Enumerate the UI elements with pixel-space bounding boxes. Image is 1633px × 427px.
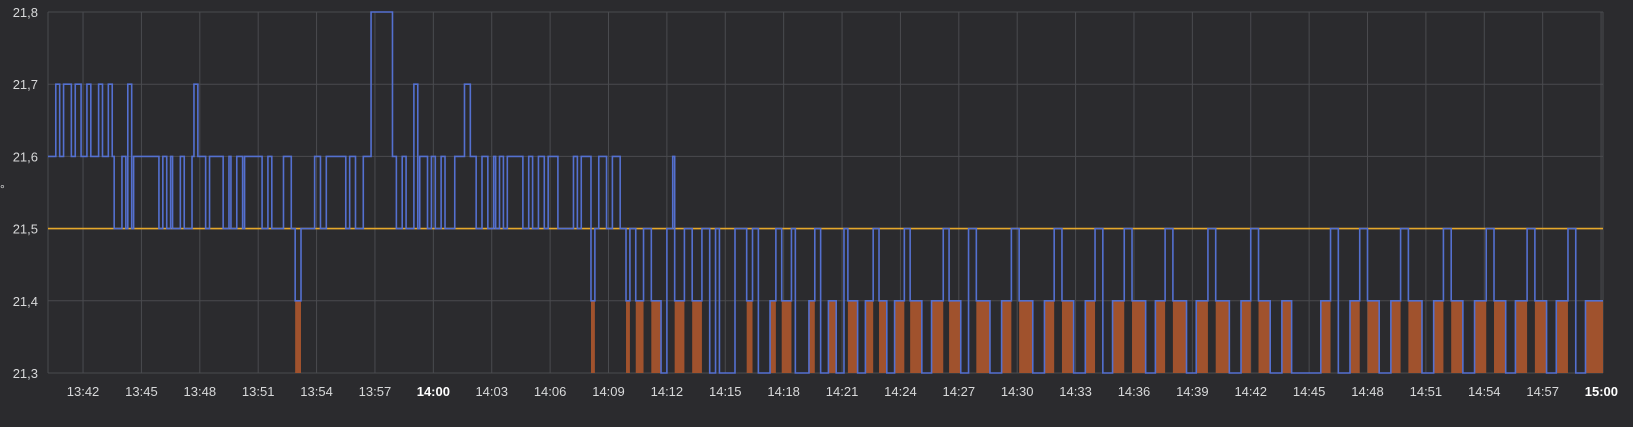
y-tick-label: 21,4 [13, 294, 38, 309]
below-threshold-area [1433, 300, 1444, 373]
y-tick-label: 21,6 [13, 149, 38, 164]
temperature-series-line [48, 11, 1603, 374]
below-threshold-fill [295, 300, 1603, 373]
below-threshold-area [295, 300, 302, 373]
below-threshold-area [626, 300, 630, 373]
below-threshold-area [1494, 300, 1506, 373]
below-threshold-area [1241, 300, 1251, 373]
below-threshold-area [1196, 300, 1208, 373]
below-threshold-area [692, 300, 702, 373]
below-threshold-area [1132, 300, 1146, 373]
x-tick-label: 13:45 [125, 384, 158, 399]
x-tick-label: 14:09 [592, 384, 625, 399]
x-tick-label: 14:12 [651, 384, 684, 399]
below-threshold-area [1061, 300, 1074, 373]
below-threshold-area [1349, 300, 1360, 373]
below-threshold-area [910, 300, 922, 373]
below-threshold-area [635, 300, 644, 373]
below-threshold-area [865, 300, 874, 373]
x-tick-label: 14:30 [1001, 384, 1034, 399]
below-threshold-area [1534, 300, 1547, 373]
x-tick-label: 14:00 [417, 384, 450, 399]
x-tick-label: 13:57 [359, 384, 392, 399]
below-threshold-area [651, 300, 662, 373]
x-tick-label: 14:33 [1059, 384, 1092, 399]
below-threshold-area [847, 300, 858, 373]
x-tick-label: 14:36 [1118, 384, 1151, 399]
below-threshold-area [1408, 300, 1423, 373]
x-tick-label: 14:27 [943, 384, 976, 399]
x-tick-label: 13:42 [67, 384, 100, 399]
series-layer [48, 11, 1603, 374]
below-threshold-area [674, 300, 685, 373]
x-tick-label: 14:21 [826, 384, 859, 399]
below-threshold-area [1155, 300, 1166, 373]
below-threshold-area [1215, 300, 1230, 373]
x-tick-label: 13:48 [184, 384, 217, 399]
below-threshold-area [879, 300, 887, 373]
x-tick-label: 14:06 [534, 384, 567, 399]
x-tick-label: 14:54 [1468, 384, 1501, 399]
y-tick-label: 21,5 [13, 222, 38, 237]
below-threshold-area [1556, 300, 1568, 373]
below-threshold-area [1451, 300, 1463, 373]
below-threshold-area [781, 300, 792, 373]
y-tick-label: 21,7 [13, 77, 38, 92]
below-threshold-area [976, 300, 990, 373]
below-threshold-area [1019, 300, 1033, 373]
below-threshold-area [931, 300, 944, 373]
x-tick-label: 13:51 [242, 384, 275, 399]
x-tick-label: 14:15 [709, 384, 742, 399]
below-threshold-area [1281, 300, 1292, 373]
below-threshold-area [1001, 300, 1012, 373]
x-tick-label: 13:54 [300, 384, 333, 399]
below-threshold-area [1112, 300, 1125, 373]
below-threshold-area [1172, 300, 1187, 373]
x-tick-label: 14:42 [1234, 384, 1267, 399]
below-threshold-area [1085, 300, 1096, 373]
x-axis-ticks: 13:42 13:45 13:48 13:51 13:54 13:57 14:00 14:03… [67, 384, 1618, 399]
x-tick-label: 14:39 [1176, 384, 1209, 399]
below-threshold-area [1320, 300, 1331, 373]
x-tick-label: 14:18 [767, 384, 800, 399]
y-tick-label: 21,3 [13, 366, 38, 381]
below-threshold-area [1258, 300, 1271, 373]
x-tick-label: 15:00 [1585, 384, 1618, 399]
x-tick-label: 14:45 [1293, 384, 1326, 399]
below-threshold-area [1390, 300, 1401, 373]
below-threshold-area [770, 300, 776, 373]
below-threshold-area [1367, 300, 1380, 373]
x-tick-label: 14:24 [884, 384, 917, 399]
y-tick-label: 21,8 [13, 5, 38, 20]
x-tick-label: 14:48 [1351, 384, 1384, 399]
below-threshold-area [1515, 300, 1528, 373]
below-threshold-area [1044, 300, 1055, 373]
below-threshold-area [1474, 300, 1487, 373]
below-threshold-area [828, 300, 837, 373]
y-axis-unit-label: ° [0, 182, 5, 196]
x-tick-label: 14:57 [1526, 384, 1559, 399]
below-threshold-area [808, 300, 815, 373]
y-axis-ticks: 21,8 21,7 21,6 21,5 21,4 21,3 [13, 5, 38, 381]
below-threshold-area [894, 300, 905, 373]
below-threshold-area [746, 300, 753, 373]
x-tick-label: 14:51 [1410, 384, 1443, 399]
below-threshold-area [590, 300, 595, 373]
below-threshold-area [1585, 300, 1603, 373]
x-tick-label: 14:03 [475, 384, 508, 399]
below-threshold-area [949, 300, 961, 373]
